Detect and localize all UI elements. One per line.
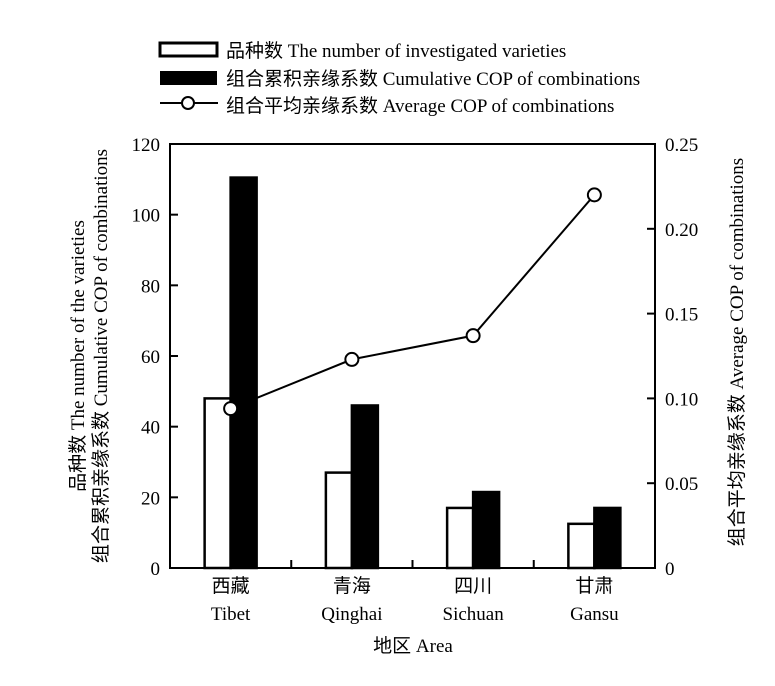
average-cop-series [223, 187, 602, 417]
left-tick-label: 40 [141, 418, 160, 439]
bar-cumulative-cop [593, 506, 622, 570]
bar-varieties [324, 471, 354, 570]
legend-label-varieties: 品种数 The number of investigated varieties [226, 40, 566, 62]
left-tick-label: 0 [151, 559, 161, 580]
category-label-en: Gansu [570, 604, 619, 625]
legend: 品种数 The number of investigated varieties… [158, 40, 640, 117]
average-cop-line [230, 194, 596, 410]
right-tick-label: 0 [665, 559, 675, 580]
left-tick-label: 80 [141, 276, 160, 297]
legend-swatch-cumulative [160, 71, 217, 85]
bar-cumulative-cop [471, 490, 501, 570]
category-label-cn: 西藏 [212, 575, 250, 597]
average-cop-point [223, 401, 239, 417]
legend-label-average: 组合平均亲缘系数 Average COP of combinations [226, 95, 614, 117]
legend-label-cumulative: 组合累积亲缘系数 Cumulative COP of combinations [226, 68, 640, 90]
left-axis-title-line-2: 组合累积亲缘系数 Cumulative COP of combinations [90, 149, 112, 563]
category-label-en: Tibet [211, 604, 251, 625]
right-tick-label: 0.20 [665, 220, 698, 241]
right-tick-label: 0.25 [665, 135, 698, 156]
left-tick-label: 100 [132, 206, 161, 227]
category-label-cn: 四川 [454, 576, 492, 597]
left-tick-label: 60 [141, 347, 160, 368]
left-y-axis: 0 20 40 60 80 100 120 [132, 135, 178, 580]
legend-swatch-varieties [158, 41, 219, 58]
average-cop-point [344, 351, 360, 367]
left-axis-title: 品种数 The number of the varieties 组合累积亲缘系数… [67, 149, 112, 563]
right-tick-label: 0.05 [665, 474, 698, 495]
bar-varieties [567, 522, 596, 570]
right-tick-label: 0.10 [665, 389, 698, 410]
bar-cumulative-cop [350, 404, 380, 570]
average-cop-point [465, 328, 481, 344]
bars [203, 176, 622, 570]
right-tick-label: 0.15 [665, 305, 698, 326]
left-tick-label: 20 [141, 488, 160, 509]
right-axis-title: 组合平均亲缘系数 Average COP of combinations [726, 158, 748, 546]
bar-varieties [445, 506, 475, 570]
category-label-cn: 甘肃 [575, 575, 613, 597]
category-label-en: Sichuan [443, 604, 505, 625]
right-y-axis: 0 0.05 0.10 0.15 0.20 0.25 [647, 135, 698, 580]
left-tick-label: 120 [132, 135, 161, 156]
category-label-en: Qinghai [321, 604, 382, 625]
bar-cumulative-cop [229, 176, 258, 570]
x-axis-title: 地区 Area [373, 635, 453, 657]
legend-marker-average [181, 96, 195, 110]
right-axis-title-text: 组合平均亲缘系数 Average COP of combinations [726, 158, 748, 546]
x-axis-categories: 西藏 Tibet 青海 Qinghai 四川 Sichuan 甘肃 Gansu [211, 560, 619, 625]
bar-varieties [203, 397, 232, 570]
average-cop-point [586, 187, 602, 203]
left-axis-title-line-1: 品种数 The number of the varieties [67, 220, 89, 492]
category-label-cn: 青海 [333, 575, 371, 597]
